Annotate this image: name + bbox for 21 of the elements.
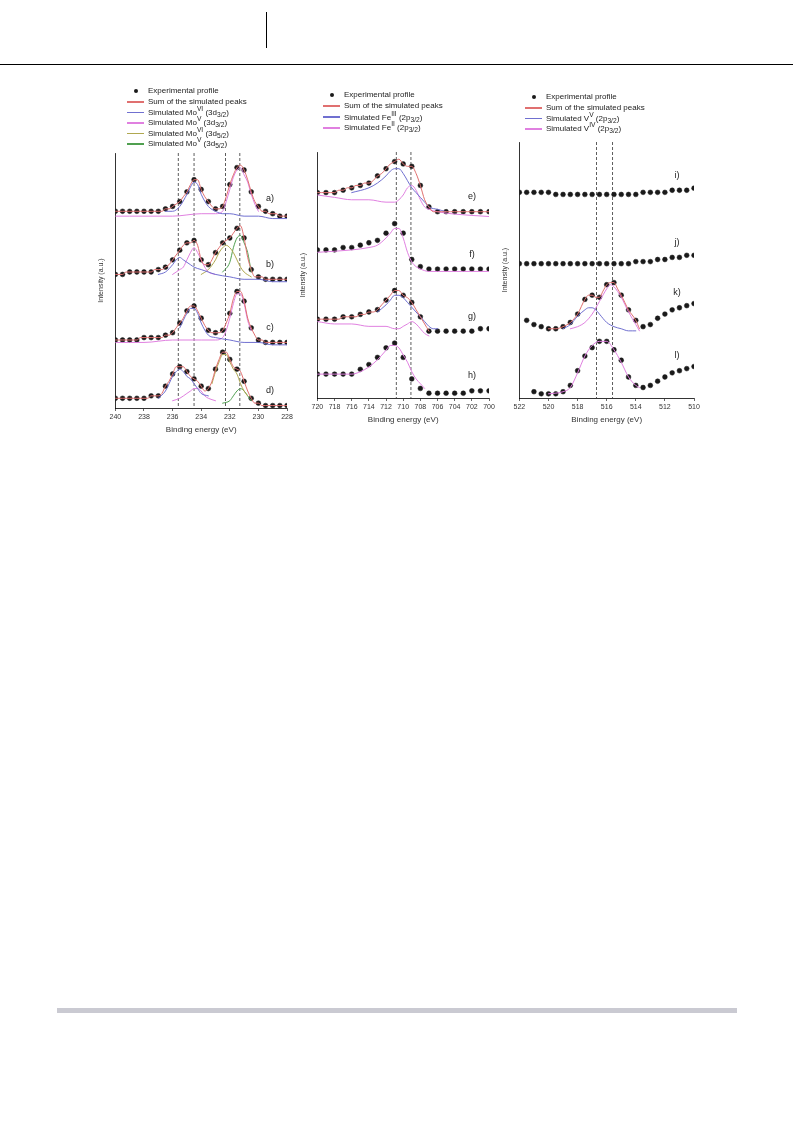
annotation: d) [265,385,275,396]
x-axis-title: Binding energy (eV) [367,415,439,425]
text: i) [674,169,680,180]
annotation: h) [467,370,477,381]
x-axis-title: Binding energy (eV) [165,425,237,435]
annotation: c) [266,321,274,332]
annotation: e) [467,191,477,202]
annotation: k) [673,287,681,298]
legend-label: Sum of the simulated peaks [148,96,247,106]
annotation: j) [673,236,680,247]
legend-label: Experimental profile [344,90,415,100]
x-axis-title: Binding energy (eV) [571,415,643,425]
legend-label: Experimental profile [546,92,617,102]
annotation: b) [265,258,275,269]
annotation: l) [674,350,680,361]
annotation: f) [469,248,475,259]
legend-label: Experimental profile [148,86,219,96]
annotation: a) [265,193,275,204]
annotation: g) [467,310,477,321]
legend-label: Sum of the simulated peaks [344,101,443,111]
legend-label: Sum of the simulated peaks [546,102,645,112]
